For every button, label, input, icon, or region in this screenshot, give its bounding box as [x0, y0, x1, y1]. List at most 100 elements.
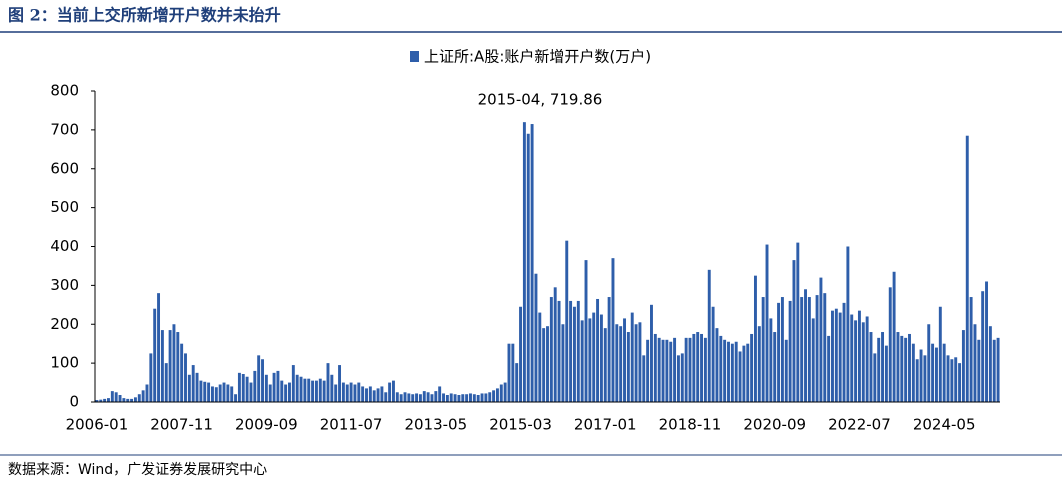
bar — [380, 386, 384, 402]
bar — [522, 122, 526, 403]
bar — [942, 343, 946, 402]
bar — [827, 335, 831, 402]
bar — [700, 333, 704, 402]
bar — [95, 400, 99, 402]
bar — [153, 308, 157, 402]
bar — [195, 372, 199, 402]
bar — [372, 390, 376, 402]
bar — [915, 359, 919, 402]
bar — [476, 395, 480, 402]
bar — [445, 395, 449, 402]
bar — [519, 306, 523, 402]
bar — [503, 382, 507, 402]
bar — [788, 300, 792, 402]
bar — [896, 332, 900, 402]
bar — [469, 393, 472, 402]
bar — [572, 306, 576, 402]
x-tick-label: 2006-01 — [66, 416, 129, 434]
bar — [954, 357, 958, 402]
bar — [580, 320, 584, 402]
bar — [630, 312, 634, 402]
bar — [426, 392, 430, 402]
bar — [218, 384, 222, 402]
x-tick-label: 2009-09 — [235, 416, 298, 434]
bar — [130, 398, 134, 402]
bar — [623, 318, 626, 402]
bar — [122, 398, 126, 402]
bar — [969, 297, 973, 402]
bar — [904, 337, 908, 402]
bar — [692, 333, 696, 402]
bar — [484, 393, 488, 402]
bar — [850, 314, 854, 402]
bar — [338, 365, 342, 402]
bar — [303, 378, 307, 402]
bar — [418, 394, 422, 402]
bar — [407, 393, 411, 402]
bar — [257, 355, 261, 402]
bar — [834, 308, 838, 402]
bar — [438, 386, 442, 402]
bar — [430, 394, 434, 402]
bar — [253, 370, 257, 402]
bar — [345, 384, 349, 402]
bar — [931, 343, 935, 402]
bar — [261, 359, 264, 402]
bar — [334, 384, 338, 402]
bar — [526, 133, 530, 402]
x-tick-label: 2013-05 — [404, 416, 467, 434]
bar — [226, 384, 230, 402]
bar — [908, 333, 911, 402]
bar — [761, 297, 765, 402]
chart-title: 图 2：当前上交所新增开户数并未抬升 — [8, 6, 281, 25]
x-tick-label: 2018-11 — [659, 416, 722, 434]
bar — [214, 387, 218, 402]
bar — [507, 343, 511, 402]
bar — [203, 381, 207, 402]
bar — [753, 275, 757, 402]
bar — [480, 393, 484, 402]
bar — [584, 260, 588, 402]
bar — [403, 392, 407, 402]
bar — [569, 300, 573, 402]
bar — [534, 273, 538, 402]
bar — [449, 393, 453, 402]
bar — [857, 310, 861, 402]
bar — [376, 388, 380, 402]
bar — [854, 320, 858, 402]
bar — [804, 289, 807, 402]
y-tick-label: 800 — [50, 82, 79, 100]
bar — [357, 382, 361, 402]
bar — [546, 326, 549, 402]
bar — [831, 310, 834, 402]
bar — [846, 246, 850, 402]
bar — [538, 312, 542, 402]
bar — [626, 332, 630, 402]
bar — [164, 363, 168, 402]
bar — [946, 355, 950, 402]
bar — [784, 339, 788, 402]
bar — [391, 380, 395, 402]
bar — [661, 339, 665, 402]
bar — [330, 374, 334, 402]
bar — [145, 384, 149, 402]
bar — [222, 382, 226, 402]
bar — [241, 374, 245, 402]
bar — [99, 399, 103, 402]
bar — [199, 380, 203, 402]
bar — [869, 332, 873, 402]
x-tick-label: 2017-01 — [574, 416, 637, 434]
bar — [230, 386, 234, 402]
bar — [434, 391, 438, 402]
bar — [738, 351, 742, 402]
bar — [384, 392, 388, 402]
y-tick-label: 0 — [69, 393, 79, 411]
bar — [711, 306, 715, 402]
bar — [607, 297, 611, 402]
bar — [884, 345, 888, 402]
bar — [453, 394, 457, 402]
bar — [549, 297, 553, 402]
bar — [268, 384, 272, 402]
bar — [272, 372, 276, 402]
bar — [596, 298, 600, 402]
